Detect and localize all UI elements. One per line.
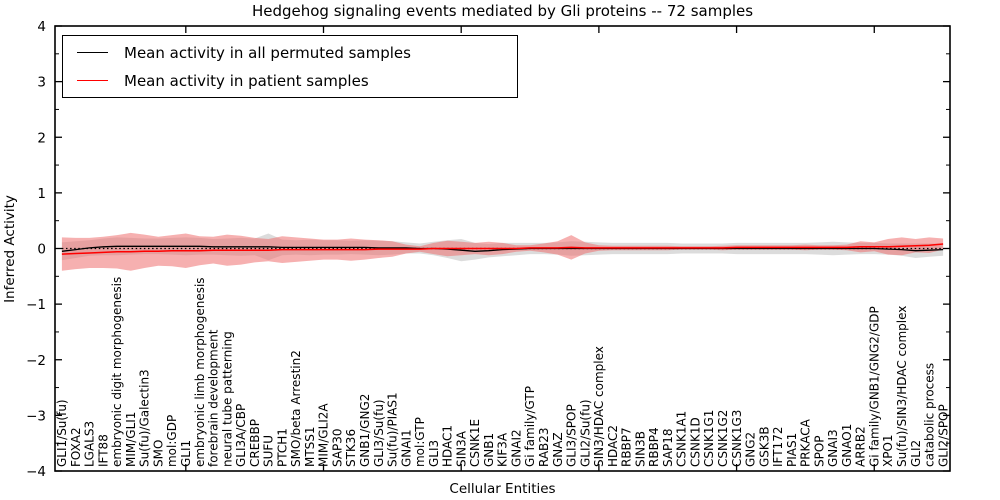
x-tick-label-entity: CSNK1A1 [675, 411, 689, 467]
x-tick-label-entity: FOXA2 [69, 427, 83, 467]
x-tick-label-entity: MIM/GLI1 [124, 412, 138, 467]
x-tick-label-entity: CSNK1G2 [716, 410, 730, 467]
legend-item-permuted: Mean activity in all permuted samples [63, 39, 517, 66]
x-tick-label-entity: SUFU [262, 435, 276, 467]
y-tick-label: 3 [37, 75, 46, 91]
x-tick-label-entity: GNAI2 [509, 429, 523, 467]
x-tick-label-entity: IFT88 [96, 434, 110, 467]
patient-line-swatch [77, 80, 108, 81]
legend-item-patient-label: Mean activity in patient samples [124, 71, 369, 90]
x-tick-label-entity: GLI2/SPOP [936, 404, 950, 467]
x-tick-label-entity: mol:GTP [413, 417, 427, 467]
x-tick-label-entity: RBBP7 [620, 427, 634, 467]
x-tick-label-entity: GNAZ [551, 432, 565, 467]
x-tick-label-entity: ARRB2 [854, 426, 868, 467]
x-tick-label-entity: GSK3B [757, 426, 771, 467]
x-tick-label-entity: SMO [151, 440, 165, 467]
x-tick-label-entity: LGALS3 [83, 421, 97, 467]
patient-std-band [61, 232, 944, 271]
legend-item-patient: Mean activity in patient samples [63, 67, 517, 94]
x-tick-label-entity: GLI3 [427, 440, 441, 467]
x-tick-label-entity: CREBBP [248, 419, 262, 467]
x-tick-label-entity: GNAI3 [826, 429, 840, 467]
y-tick-label: 4 [37, 19, 46, 35]
y-tick-label: −4 [26, 464, 46, 480]
x-tick-label-entity: SPOP [812, 435, 826, 467]
x-tick-label-entity: RAB23 [537, 427, 551, 467]
x-tick-label-entity: GLI2/Su(fu) [578, 399, 592, 467]
x-tick-label-entity: GLI3A/CBP [234, 404, 248, 467]
x-tick-label-entity: HDAC2 [606, 425, 620, 467]
x-tick-label-entity: SIN3A [454, 430, 468, 467]
x-tick-label-entity: catabolic process [923, 363, 937, 467]
chart-title: Hedgehog signaling events mediated by Gl… [251, 2, 754, 20]
x-tick-label-entity: CSNK1G1 [702, 410, 716, 467]
permuted-mean-line [61, 245, 944, 252]
x-tick-label-entity: SMO/beta Arrestin2 [289, 350, 303, 467]
x-tick-label-entity: GLI3/SPOP [565, 404, 579, 467]
x-tick-label-entity: embryonic limb morphogenesis [193, 277, 207, 467]
x-tick-label-entity: GNAO1 [840, 424, 854, 467]
x-tick-label-entity: GLI1/Su(fu) [55, 399, 69, 467]
permuted-line-swatch [77, 52, 108, 53]
y-tick-label: 2 [37, 130, 46, 146]
x-tick-label-entity: HDAC1 [441, 425, 455, 467]
y-tick-label: −2 [26, 353, 46, 369]
y-tick-label: 1 [37, 186, 46, 202]
x-tick-label-entity: neural tube patterning [220, 331, 234, 467]
axes-frame [54, 25, 951, 472]
x-axis-label: Cellular Entities [449, 481, 556, 497]
x-tick-label-entity: PTCH1 [275, 428, 289, 467]
x-tick-label-entity: SAP30 [330, 428, 344, 467]
x-tick-label-entity: GNAI1 [399, 429, 413, 467]
x-tick-label-entity: Gi family/GNB1/GNG2/GDP [867, 306, 881, 467]
x-tick-label-entity: PRKACA [799, 418, 813, 467]
x-tick-label-entity: IFT172 [771, 427, 785, 467]
x-tick-label-entity: MTSS1 [303, 426, 317, 467]
y-axis-label: Inferred Activity [2, 195, 18, 303]
x-tick-label-entity: embryonic digit morphogenesis [110, 277, 124, 467]
x-tick-label-entity: GLI2 [909, 440, 923, 467]
x-tick-label-entity: forebrain development [207, 329, 221, 467]
y-tick-label: −3 [26, 408, 46, 424]
x-tick-label-entity: Gi family/GTP [523, 386, 537, 467]
x-tick-label-entity: GNB1 [482, 433, 496, 467]
x-tick-label-entity: CSNK1D [688, 417, 702, 467]
legend: Mean activity in all permuted samples Me… [62, 35, 518, 98]
x-tick-label-entity: Su(fu)/SIN3/HDAC complex [895, 306, 909, 467]
x-tick-label-entity: GLI3/Su(fu) [372, 399, 386, 467]
x-tick-label-entity: CSNK1E [468, 419, 482, 467]
x-tick-label-entity: MIM/GLI2A [317, 403, 331, 467]
x-tick-label-entity: SAP18 [661, 428, 675, 467]
x-tick-label-entity: GNB1/GNG2 [358, 394, 372, 467]
x-tick-label-entity: SIN3/HDAC complex [592, 346, 606, 467]
x-tick-label-entity: CSNK1G3 [730, 410, 744, 467]
x-tick-label-entity: Su(fu)/Galectin3 [138, 369, 152, 467]
x-tick-label-entity: GNG2 [744, 432, 758, 467]
x-tick-label-entity: SIN3B [633, 431, 647, 467]
x-tick-label-entity: mol:GDP [165, 415, 179, 467]
x-tick-label-entity: XPO1 [881, 434, 895, 467]
x-tick-label-entity: KIF3A [496, 432, 510, 467]
x-tick-label-entity: RBBP4 [647, 427, 661, 467]
x-tick-label-entity: PIAS1 [785, 433, 799, 467]
x-tick-label-entity: Su(fu)/PIAS1 [386, 392, 400, 467]
x-tick-label-entity: GLI1 [179, 440, 193, 467]
patient-mean-line [61, 243, 944, 255]
y-tick-label: 0 [37, 242, 46, 258]
y-tick-label: −1 [26, 297, 46, 313]
x-tick-label-entity: STK36 [344, 429, 358, 467]
legend-item-permuted-label: Mean activity in all permuted samples [124, 43, 411, 62]
